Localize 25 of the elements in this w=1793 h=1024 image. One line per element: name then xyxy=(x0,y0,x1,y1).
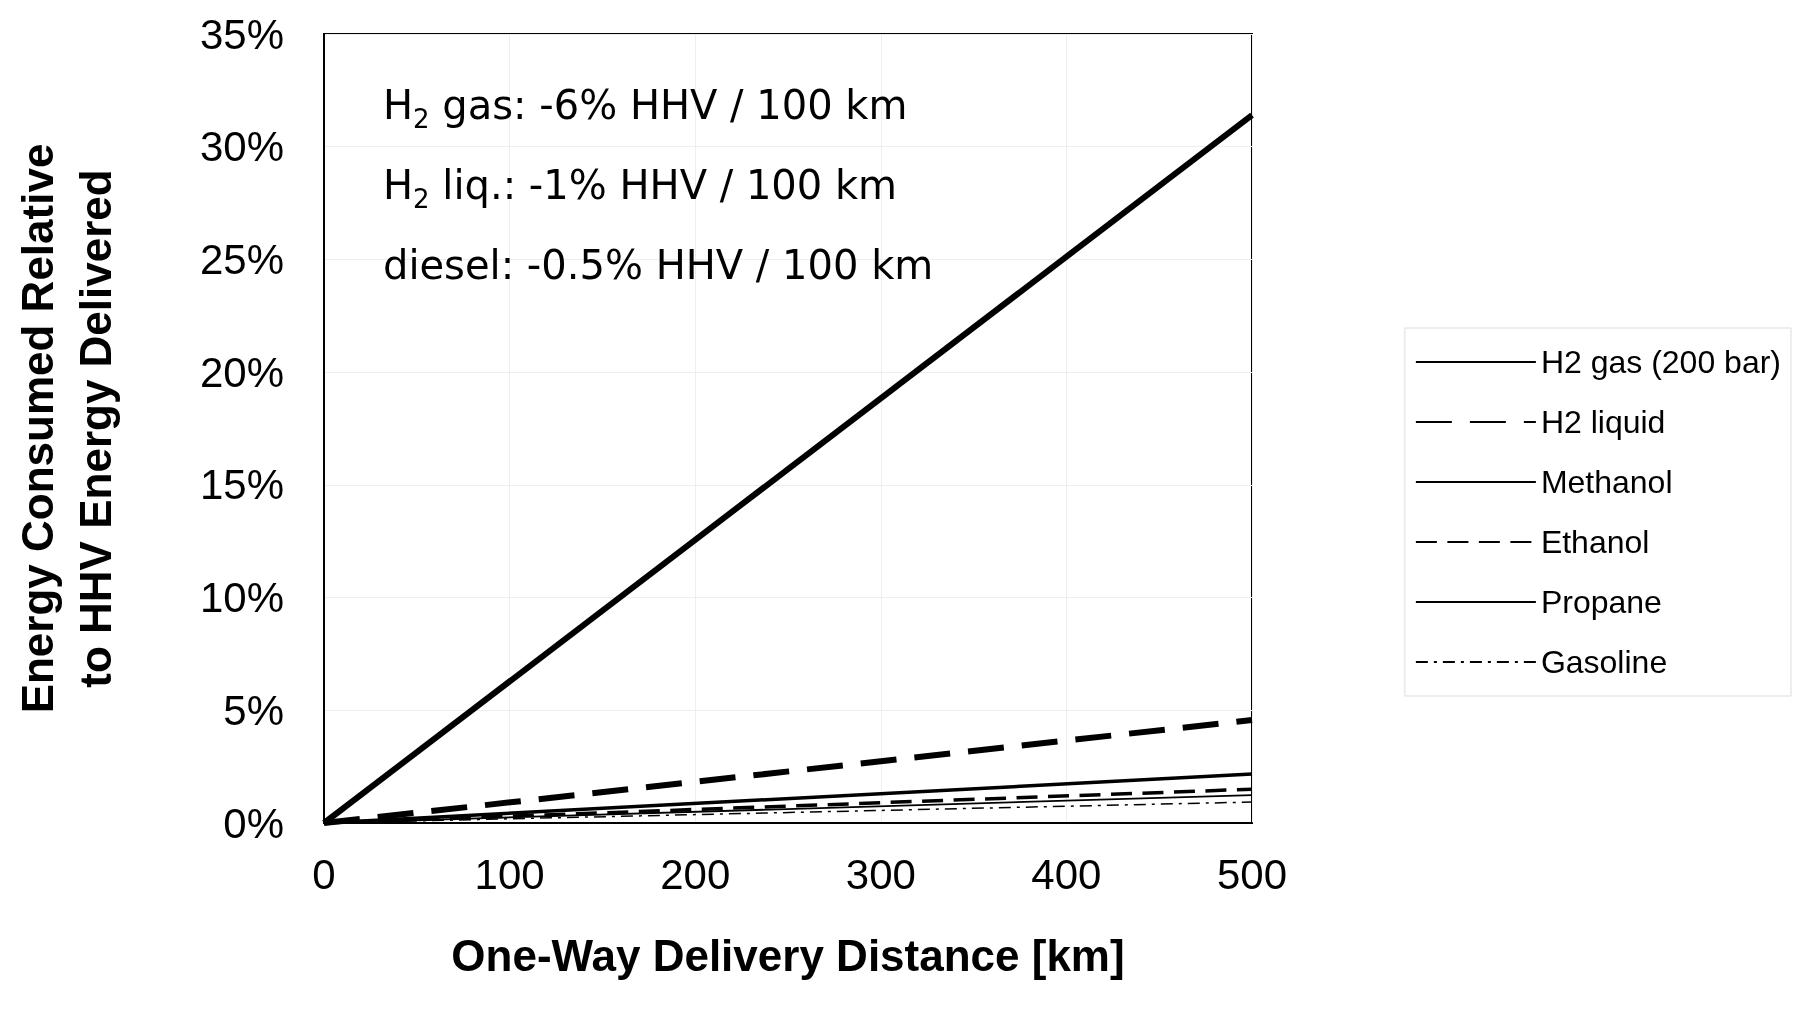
y-tick-label: 25% xyxy=(199,235,284,283)
x-axis-title: One-Way Delivery Distance [km] xyxy=(451,930,1125,980)
legend-label: Gasoline xyxy=(1540,644,1668,680)
annotation: H$_{2}$ gas: -6% HHV / 100 km xyxy=(383,81,909,136)
y-tick-label: 15% xyxy=(199,461,284,509)
y-tick-label: 5% xyxy=(223,686,284,734)
x-tick-label: 200 xyxy=(660,850,731,898)
legend-label: Propane xyxy=(1540,584,1662,620)
x-tick-label: 300 xyxy=(845,850,916,898)
y-tick-label: 35% xyxy=(199,10,284,58)
annotation: diesel: -0.5% HHV / 100 km xyxy=(383,241,934,290)
x-tick-label: 0 xyxy=(312,850,336,898)
y-tick-label: 20% xyxy=(199,348,284,396)
x-tick-label: 100 xyxy=(474,850,545,898)
y-tick-label: 0% xyxy=(223,799,284,847)
legend-label: H2 gas (200 bar) xyxy=(1540,344,1781,380)
y-axis-title: Energy Consumed Relative to HHV Energy Delivered xyxy=(12,143,120,714)
y-tick-label: 10% xyxy=(199,574,284,622)
x-tick-label: 400 xyxy=(1031,850,1102,898)
legend-label: Ethanol xyxy=(1540,524,1650,560)
legend-label: H2 liquid xyxy=(1540,404,1666,440)
x-tick-label: 500 xyxy=(1216,850,1288,898)
annotation: H$_{2}$ liq.: -1% HHV / 100 km xyxy=(383,161,899,216)
y-tick-label: 30% xyxy=(199,123,284,171)
legend-label: Methanol xyxy=(1540,464,1673,500)
